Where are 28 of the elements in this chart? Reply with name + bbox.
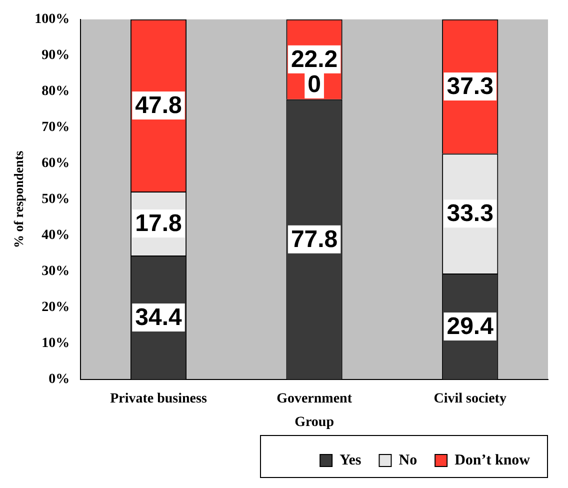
y-tick-label: 60% <box>42 156 70 172</box>
x-axis-title: Group <box>294 415 334 430</box>
y-tick-label: 40% <box>42 228 70 244</box>
y-tick-label: 30% <box>42 264 70 280</box>
data-label: 37.3 <box>446 73 494 100</box>
y-axis-title: % of respondents <box>11 150 26 248</box>
data-label: 29.4 <box>446 313 494 340</box>
data-label: 22.2 <box>290 46 338 73</box>
data-label: 33.3 <box>446 200 494 228</box>
data-label: 77.8 <box>290 226 338 253</box>
y-tick-label: 20% <box>42 300 70 316</box>
data-label: 17.8 <box>135 210 182 238</box>
x-tick-label: Civil society <box>434 391 506 406</box>
y-tick-label: 50% <box>42 192 70 208</box>
legend-label: No <box>398 452 418 468</box>
y-tick-label: 10% <box>42 336 70 352</box>
y-tick-label: 70% <box>42 120 70 136</box>
x-tick-label: Private business <box>110 391 208 406</box>
data-label: 34.4 <box>135 304 183 332</box>
y-tick-label: 90% <box>42 48 70 64</box>
x-tick-label: Government <box>276 391 352 406</box>
legend-label: Yes <box>340 452 362 468</box>
y-tick-label: 100% <box>34 12 70 28</box>
y-tick-label: 0% <box>48 372 70 388</box>
data-label: 47.8 <box>135 92 182 120</box>
data-label: 0 <box>308 70 321 98</box>
y-tick-label: 80% <box>42 84 70 100</box>
legend-label: Don’t know <box>454 452 530 468</box>
